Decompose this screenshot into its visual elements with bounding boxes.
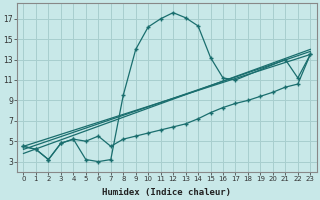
- X-axis label: Humidex (Indice chaleur): Humidex (Indice chaleur): [102, 188, 231, 197]
